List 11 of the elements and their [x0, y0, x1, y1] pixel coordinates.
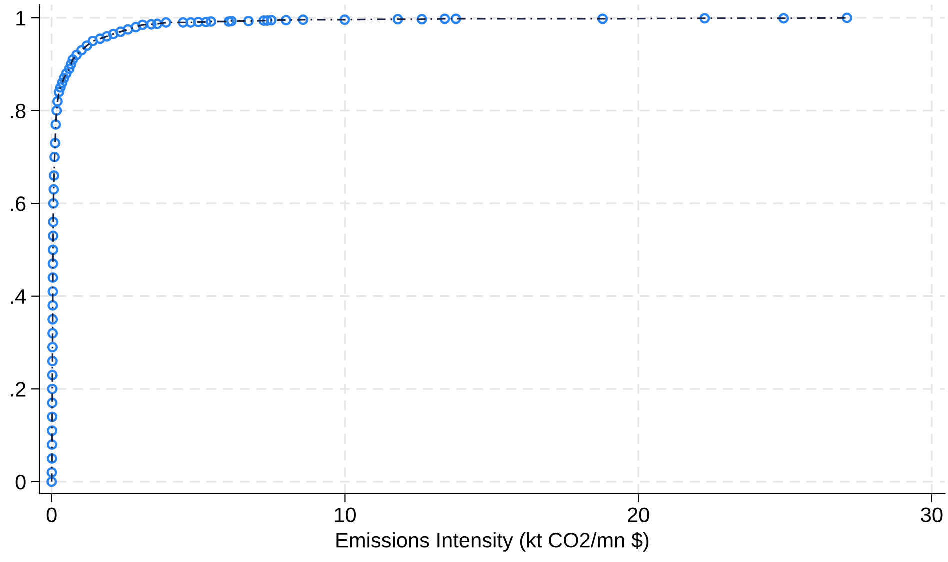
- y-tick-label: .4: [11, 290, 26, 304]
- x-tick-label: 0: [46, 508, 57, 522]
- y-tick-label: .8: [11, 104, 26, 119]
- y-tick-label: .6: [11, 196, 26, 212]
- x-axis-title: Emissions Intensity (kt CO2/mn $): [336, 532, 649, 552]
- y-tick-label: .2: [11, 382, 26, 397]
- x-tick-label: 30: [921, 508, 943, 522]
- x-tick-label: 20: [628, 508, 650, 522]
- y-tick-label: 1: [16, 11, 26, 26]
- x-tick-label: 10: [335, 508, 356, 522]
- y-tick-label: 0: [16, 474, 26, 490]
